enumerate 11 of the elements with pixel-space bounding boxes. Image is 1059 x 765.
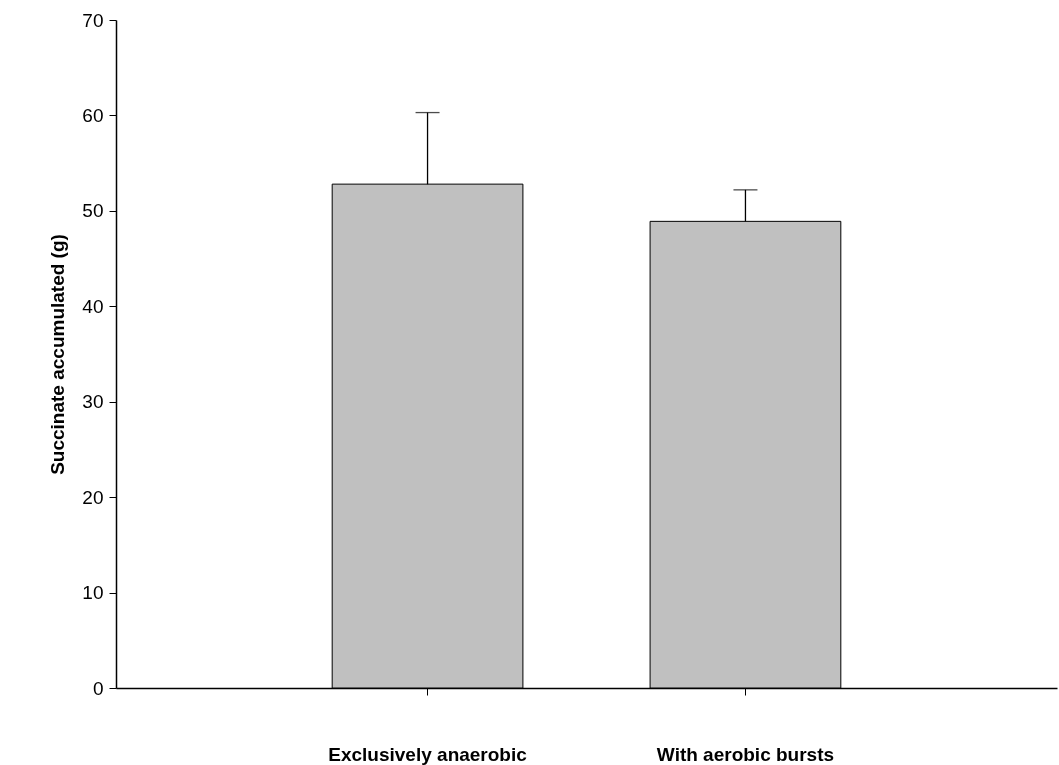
- y-tick-label: 40: [82, 295, 104, 317]
- y-tick-label: 30: [82, 391, 104, 413]
- y-tick-label: 20: [82, 486, 104, 508]
- y-tick-label: 10: [82, 582, 104, 604]
- y-tick-label: 60: [82, 104, 104, 126]
- y-tick-label: 70: [82, 9, 104, 31]
- x-tick-label: Exclusively anaerobic: [328, 743, 528, 765]
- y-axis-title: Succinate accumulated (g): [47, 234, 69, 475]
- y-tick-label: 50: [82, 200, 104, 222]
- y-tick-label: 0: [92, 677, 104, 699]
- x-tick-label: With aerobic bursts: [656, 743, 835, 765]
